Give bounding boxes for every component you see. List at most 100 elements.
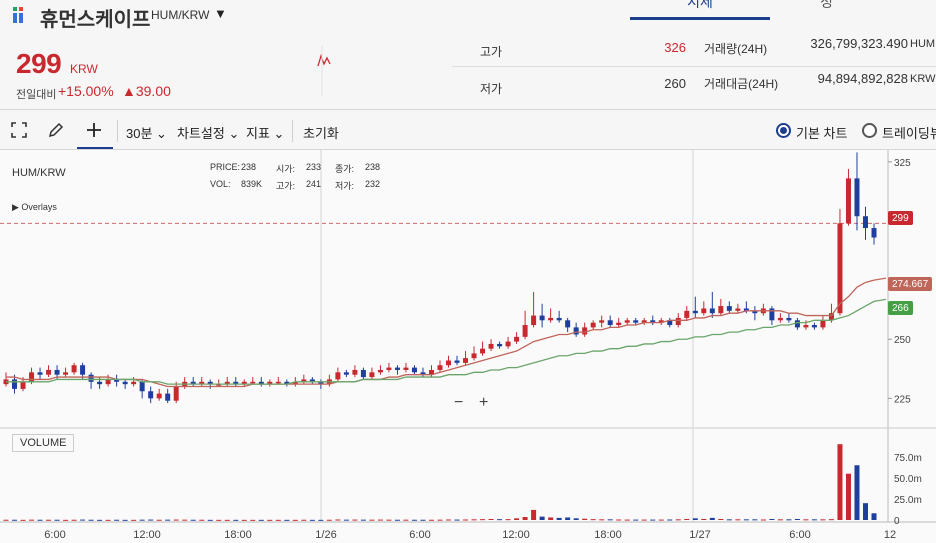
volume-bar — [343, 519, 349, 521]
candle-down — [692, 310, 698, 314]
volume-bar — [692, 518, 698, 520]
legend-close-label: 종가: — [335, 164, 355, 174]
overlays-toggle[interactable]: ▶ Overlays — [12, 202, 57, 212]
candle-up — [216, 384, 222, 386]
x-tick-label: 1/26 — [315, 529, 336, 541]
mini-sparkline — [317, 46, 331, 96]
chart-settings-menu[interactable]: 차트설정 ⌄ — [177, 126, 240, 141]
volume-bar — [284, 519, 290, 521]
candle-down — [411, 367, 417, 373]
volume-bar — [403, 519, 409, 521]
candle-up — [488, 343, 494, 349]
tab-quote[interactable]: 시세 — [630, 0, 770, 20]
volume-bar — [173, 519, 179, 521]
volume-bar — [769, 518, 775, 520]
candle-up — [531, 315, 537, 326]
header-divider — [452, 66, 936, 67]
candle-up — [199, 381, 205, 385]
volume-bar — [233, 519, 239, 521]
current-price-tag: 299 — [888, 211, 913, 225]
volume-bar — [845, 473, 851, 520]
volume-bar — [420, 519, 426, 521]
x-tick-label: 12 — [884, 529, 896, 541]
volume-bar — [675, 519, 681, 521]
volume-bar — [275, 519, 281, 521]
volume-bar — [871, 513, 877, 520]
volume-bar — [641, 519, 647, 521]
volume-tick-label: 25.0m — [894, 495, 922, 506]
chart-canvas[interactable]: 325 250 225 75.0m 50.0m 25.0m 0 6:00 12:00 18:00 1… — [0, 150, 936, 543]
candle-down — [454, 360, 460, 363]
volume-bar — [480, 519, 486, 521]
candle-up — [718, 306, 724, 314]
fullscreen-icon[interactable] — [10, 121, 28, 139]
candle-down — [122, 381, 128, 385]
candle-up — [369, 372, 375, 378]
volume-bar — [735, 519, 741, 521]
candle-down — [497, 343, 503, 347]
candle-up — [675, 317, 681, 326]
volume-24h-unit: HUM — [910, 38, 936, 50]
volume-bar — [199, 519, 205, 521]
volume-bar — [250, 519, 256, 521]
volume-bar — [309, 519, 315, 521]
x-tick-label: 18:00 — [594, 529, 622, 541]
draw-pencil-icon[interactable] — [47, 121, 65, 139]
tradingview-radio[interactable] — [862, 123, 877, 138]
volume-bar — [684, 518, 690, 520]
amount-24h-label: 거래대금(24H) — [704, 77, 779, 91]
candle-up — [480, 348, 486, 354]
volume-bar — [105, 519, 111, 521]
volume-bar — [156, 519, 162, 521]
volume-tick-label: 0 — [894, 516, 900, 527]
reset-button[interactable]: 초기화 — [303, 126, 339, 141]
tab-info[interactable]: 정 — [820, 0, 833, 10]
volume-bar — [122, 519, 128, 521]
volume-bar — [241, 519, 247, 521]
candle-up — [505, 341, 511, 347]
volume-bar — [633, 519, 639, 521]
candle-up — [156, 393, 162, 399]
interval-select[interactable]: 30분 ⌄ — [126, 126, 167, 141]
candle-up — [735, 308, 741, 311]
candle-up — [624, 320, 630, 323]
legend-open-value: 233 — [306, 162, 322, 172]
moving-average-line-2-tail — [873, 298, 887, 303]
candle-down — [650, 320, 656, 323]
volume-bar — [207, 519, 213, 521]
volume-24h-label: 거래량(24H) — [704, 42, 768, 56]
market-dropdown-icon[interactable]: ▼ — [214, 6, 227, 21]
basic-chart-radio[interactable] — [776, 123, 791, 138]
crosshair-icon[interactable] — [85, 121, 103, 139]
x-tick-label: 1/27 — [689, 529, 710, 541]
market-header: 휴먼스케이프 HUM/KRW ▼ 시세 정 299 KRW 전일대비 +15.0… — [0, 0, 936, 110]
volume-bar — [514, 518, 520, 520]
volume-bar — [394, 519, 400, 521]
volume-bar — [114, 519, 120, 521]
volume-bar — [437, 519, 443, 521]
x-tick-label: 12:00 — [502, 529, 530, 541]
volume-bar — [12, 519, 18, 521]
zoom-out-button[interactable]: − — [454, 394, 464, 411]
volume-bar — [165, 519, 171, 521]
volume-bar — [37, 519, 43, 521]
candle-down — [811, 325, 817, 328]
change-percent: +15.00% — [58, 83, 114, 99]
volume-bar — [531, 509, 537, 520]
high-value: 326 — [664, 40, 686, 55]
candle-up — [224, 381, 230, 385]
moving-average-line-2 — [6, 300, 875, 385]
volume-bar — [667, 519, 673, 521]
volume-bar — [20, 519, 26, 521]
volume-bar — [63, 519, 69, 521]
candle-down — [752, 310, 758, 314]
candle-up — [352, 369, 358, 375]
zoom-in-button[interactable]: + — [479, 394, 489, 411]
volume-bar — [471, 519, 477, 521]
x-tick-label: 6:00 — [409, 529, 430, 541]
price-chart[interactable]: 325 250 225 75.0m 50.0m 25.0m 0 6:00 12:00 18:00 1… — [0, 150, 936, 543]
indicators-menu[interactable]: 지표 ⌄ — [246, 126, 285, 141]
candle-down — [284, 381, 290, 385]
volume-bar — [488, 518, 494, 520]
legend-price-label: PRICE: — [210, 162, 241, 172]
